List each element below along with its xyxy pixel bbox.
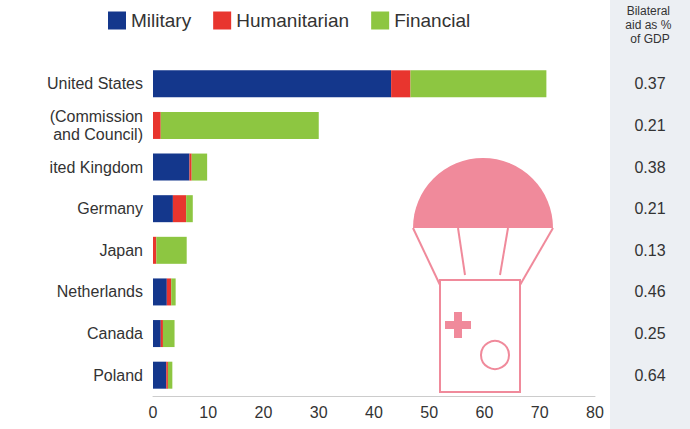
svg-text:0.21: 0.21: [634, 200, 665, 217]
svg-text:80: 80: [586, 404, 604, 421]
svg-text:20: 20: [255, 404, 273, 421]
svg-text:0.13: 0.13: [634, 242, 665, 259]
svg-text:30: 30: [310, 404, 328, 421]
svg-text:50: 50: [420, 404, 438, 421]
svg-text:0.38: 0.38: [634, 159, 665, 176]
svg-text:Bilateral: Bilateral: [627, 4, 674, 18]
svg-text:10: 10: [199, 404, 217, 421]
svg-text:of GDP: of GDP: [630, 32, 669, 46]
svg-text:40: 40: [365, 404, 383, 421]
svg-text:United States: United States: [47, 75, 143, 92]
svg-text:Poland: Poland: [93, 367, 143, 384]
svg-text:0.46: 0.46: [634, 283, 665, 300]
svg-text:Japan: Japan: [99, 242, 143, 259]
svg-text:0.21: 0.21: [634, 117, 665, 134]
svg-text:Germany: Germany: [77, 200, 143, 217]
svg-text:ited Kingdom: ited Kingdom: [50, 159, 143, 176]
svg-text:60: 60: [476, 404, 494, 421]
svg-text:Canada: Canada: [87, 325, 143, 342]
svg-text:70: 70: [531, 404, 549, 421]
svg-text:Netherlands: Netherlands: [57, 283, 143, 300]
svg-text:and Council): and Council): [53, 126, 143, 143]
svg-text:Financial: Financial: [394, 10, 470, 31]
svg-text:Military: Military: [131, 10, 192, 31]
svg-text:0: 0: [149, 404, 158, 421]
svg-text:0.64: 0.64: [634, 367, 665, 384]
svg-text:0.37: 0.37: [634, 75, 665, 92]
svg-text:(Commission: (Commission: [50, 108, 143, 125]
svg-text:0.25: 0.25: [634, 325, 665, 342]
svg-text:Humanitarian: Humanitarian: [236, 10, 349, 31]
svg-text:aid as %: aid as %: [625, 18, 674, 32]
